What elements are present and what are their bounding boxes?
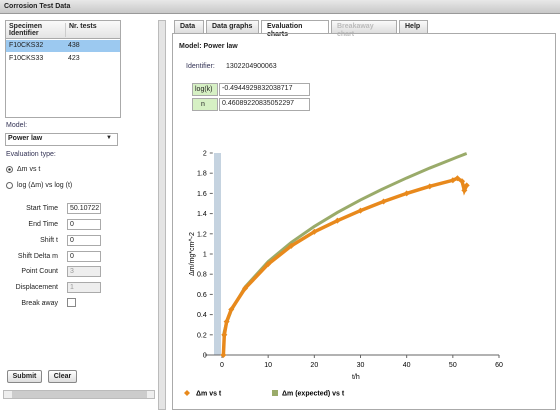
radio-label[interactable]: log (Δm) vs log (t) (17, 182, 73, 189)
x-tick-label: 30 (357, 362, 365, 369)
data-point (463, 182, 470, 189)
y-tick-label: 1.2 (197, 231, 207, 238)
table-header (6, 21, 120, 39)
y-tick-label: 0.2 (197, 332, 207, 339)
x-axis-label: t/h (352, 374, 360, 381)
data-point (242, 285, 249, 292)
tab[interactable]: Data (174, 20, 204, 33)
legend-label: Δm vs t (196, 391, 222, 398)
field-label: Shift Delta m (17, 253, 58, 260)
param-name: log(k) (192, 83, 218, 96)
param-name: n (192, 98, 218, 111)
data-point (334, 217, 341, 224)
y-tick-label: 1.4 (197, 211, 207, 218)
field-label: Displacement (15, 284, 58, 291)
input[interactable]: 50.10722 (67, 203, 101, 214)
input[interactable]: 0 (67, 251, 101, 262)
selected-row[interactable] (6, 40, 120, 52)
y-tick-label: 1.6 (197, 191, 207, 198)
input[interactable]: 0 (67, 235, 101, 246)
checkbox[interactable] (67, 298, 76, 307)
axis-band (214, 153, 221, 355)
data-point (459, 178, 466, 185)
data-point (403, 190, 410, 197)
cell[interactable]: F10CKS33 (9, 55, 44, 62)
tab-panel (172, 33, 556, 410)
series-line (221, 152, 468, 337)
identifier: 1302204900063 (226, 63, 277, 70)
tab[interactable]: Help (399, 20, 428, 33)
data-point (380, 198, 387, 205)
legend-marker (272, 390, 278, 396)
input-disabled: 3 (67, 266, 101, 277)
column-header: Nr. tests (65, 23, 115, 37)
y-axis-label: Δm/mg*cm^-2 (189, 232, 196, 276)
x-tick-label: 40 (403, 362, 411, 369)
data-point (426, 183, 433, 190)
y-tick-label: 0.4 (197, 312, 207, 319)
data-point (357, 207, 364, 214)
field-label: Point Count (21, 268, 58, 275)
data-point (311, 228, 318, 235)
field-label: Shift t (40, 237, 58, 244)
label: Evaluation type: (6, 151, 56, 158)
y-tick-label: 0.6 (197, 292, 207, 299)
legend-label: Δm (expected) vs t (282, 391, 345, 398)
data-point (288, 242, 295, 249)
x-tick-label: 10 (264, 362, 272, 369)
radio[interactable] (6, 182, 13, 189)
legend-marker (184, 390, 190, 396)
model-select[interactable]: Power law (5, 133, 118, 146)
data-point (265, 261, 272, 268)
data-point (454, 175, 461, 182)
label: Model: (6, 122, 28, 129)
model-heading: Model: Power law (179, 43, 238, 50)
y-tick-label: 1 (203, 252, 207, 259)
data-point (228, 306, 235, 313)
tab-active[interactable]: Evaluation charts (261, 20, 329, 38)
x-tick-label: 0 (220, 362, 224, 369)
field-label: Break away (21, 300, 58, 307)
data-point (461, 187, 468, 194)
cell[interactable]: 423 (68, 55, 80, 62)
tab[interactable]: Data graphs (206, 20, 259, 33)
cell[interactable]: F10CKS32 (9, 42, 44, 49)
data-point (449, 177, 456, 184)
cell[interactable]: 438 (68, 42, 80, 49)
series-line (221, 176, 469, 356)
label: Identifier: (186, 63, 215, 70)
submit-button[interactable]: Submit (7, 370, 42, 383)
tab-disabled: Breakaway chart (331, 20, 397, 38)
y-tick-label: 0.8 (197, 272, 207, 279)
y-tick-label: 0 (203, 353, 207, 360)
y-tick-label: 1.8 (197, 171, 207, 178)
specimen-table: Specimen Identifier Nr. tests F10CKS32 4… (5, 20, 121, 118)
radio-label[interactable]: Δm vs t (17, 166, 41, 173)
x-tick-label: 50 (449, 362, 457, 369)
field-label: End Time (28, 221, 58, 228)
input-disabled: 1 (67, 282, 101, 293)
data-point (220, 352, 227, 358)
param-value: -0.4944929832038717 (219, 83, 310, 96)
chart: 00.20.40.60.811.21.41.61.820 10 20 30 40 50 60… (184, 151, 503, 398)
data-point (223, 318, 230, 325)
x-tick-label: 20 (310, 362, 318, 369)
v-scrollbar[interactable] (158, 20, 166, 410)
x-tick-label: 60 (495, 362, 503, 369)
title-bar: Corrosion Test Data (0, 0, 560, 14)
radio-selected[interactable] (6, 166, 13, 173)
param-value: 0.46089220835052297 (219, 98, 310, 111)
y-tick-label: 2 (203, 151, 207, 158)
scroll-thumb[interactable] (12, 391, 147, 398)
field-label: Start Time (26, 205, 58, 212)
input[interactable]: 0 (67, 219, 101, 230)
data-point (221, 331, 228, 338)
clear-button[interactable]: Clear (48, 370, 77, 383)
dropdown-arrow[interactable]: ▼ (106, 135, 112, 141)
column-header: Specimen Identifier (9, 23, 43, 37)
